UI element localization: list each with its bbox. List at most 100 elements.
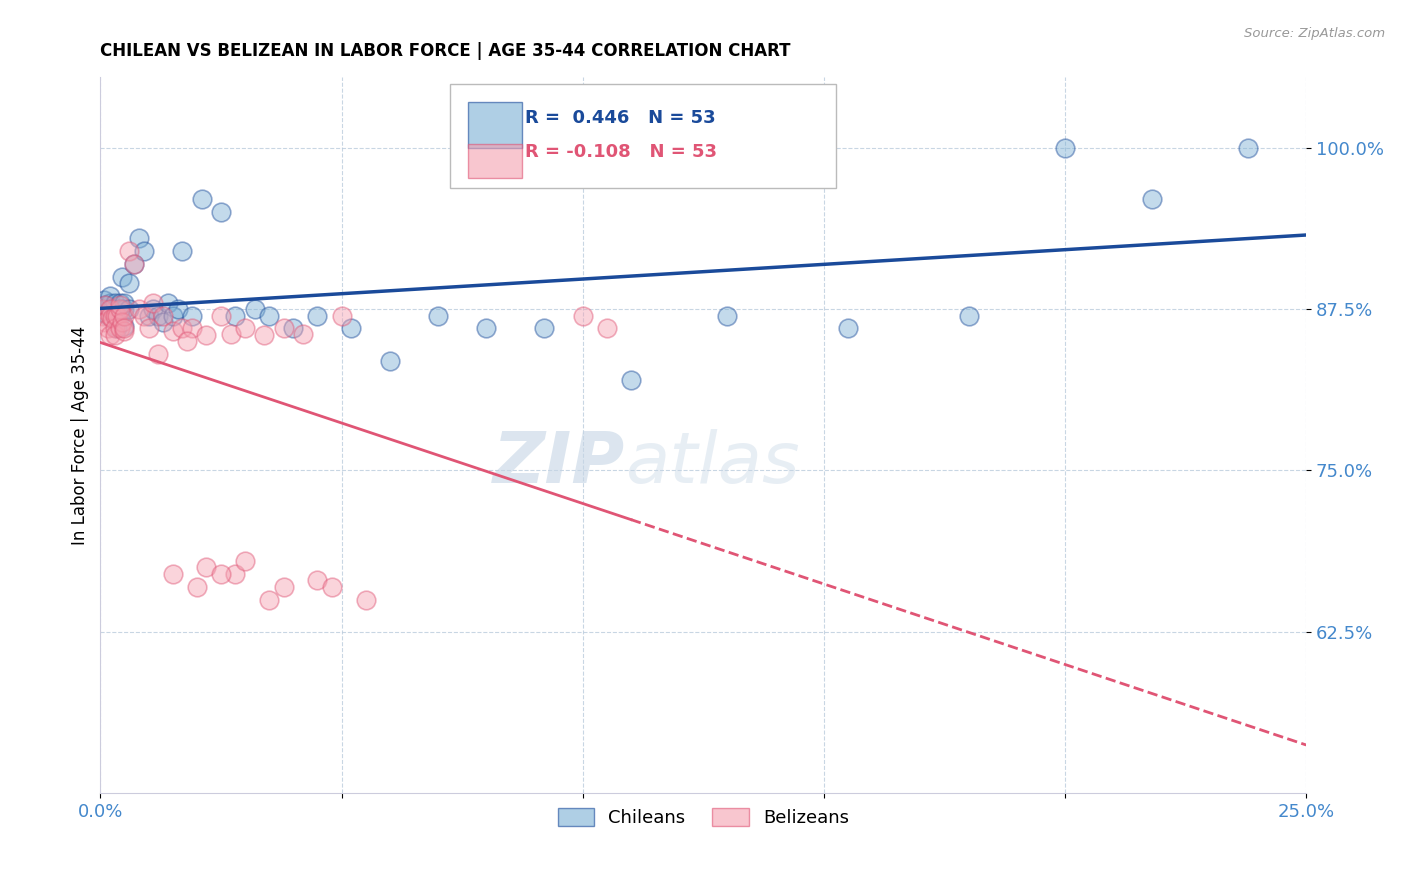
Point — [195, 327, 218, 342]
Point — [94, 298, 117, 312]
Point — [172, 321, 194, 335]
Point — [162, 324, 184, 338]
Text: Source: ZipAtlas.com: Source: ZipAtlas.com — [1244, 27, 1385, 40]
Point — [104, 327, 127, 342]
Point — [533, 321, 555, 335]
Point — [209, 566, 232, 581]
Point — [354, 592, 377, 607]
Point — [957, 309, 980, 323]
Point — [307, 309, 329, 323]
Point — [101, 311, 124, 326]
Point — [716, 309, 738, 323]
Point — [98, 327, 121, 342]
Point — [224, 566, 246, 581]
Point — [307, 574, 329, 588]
Point — [166, 301, 188, 316]
Y-axis label: In Labor Force | Age 35-44: In Labor Force | Age 35-44 — [72, 326, 89, 544]
Point — [273, 321, 295, 335]
Point — [118, 244, 141, 258]
Point — [98, 301, 121, 316]
Point — [233, 321, 256, 335]
Point — [108, 295, 131, 310]
Point — [152, 309, 174, 323]
Point — [114, 318, 136, 333]
Point — [97, 309, 120, 323]
Point — [596, 321, 619, 335]
Point — [162, 566, 184, 581]
Text: R = -0.108   N = 53: R = -0.108 N = 53 — [524, 143, 717, 161]
Point — [209, 309, 232, 323]
Point — [176, 334, 198, 349]
Point — [142, 301, 165, 316]
Point — [148, 309, 170, 323]
Point — [94, 315, 117, 329]
Point — [257, 592, 280, 607]
Point — [837, 321, 859, 335]
Point — [118, 277, 141, 291]
Point — [257, 309, 280, 323]
Point — [321, 580, 343, 594]
Point — [91, 309, 114, 323]
Point — [122, 257, 145, 271]
Point — [108, 301, 131, 316]
Point — [108, 298, 131, 312]
Point — [97, 321, 120, 335]
Point — [475, 321, 498, 335]
Point — [104, 309, 127, 323]
Point — [128, 301, 150, 316]
Text: ZIP: ZIP — [492, 429, 624, 498]
Point — [243, 301, 266, 316]
Point — [1140, 192, 1163, 206]
Text: CHILEAN VS BELIZEAN IN LABOR FORCE | AGE 35-44 CORRELATION CHART: CHILEAN VS BELIZEAN IN LABOR FORCE | AGE… — [100, 42, 790, 60]
FancyBboxPatch shape — [468, 144, 523, 178]
Point — [148, 347, 170, 361]
Point — [132, 244, 155, 258]
Point — [233, 554, 256, 568]
Text: atlas: atlas — [624, 429, 800, 498]
Point — [108, 321, 131, 335]
FancyBboxPatch shape — [468, 102, 523, 148]
Point — [94, 306, 117, 320]
Point — [104, 301, 127, 316]
Point — [98, 301, 121, 316]
Point — [427, 309, 450, 323]
Point — [122, 257, 145, 271]
Point — [224, 309, 246, 323]
Point — [114, 301, 136, 316]
Point — [114, 324, 136, 338]
Point — [186, 580, 208, 594]
Point — [104, 309, 127, 323]
Point — [128, 231, 150, 245]
Point — [105, 321, 128, 335]
Point — [253, 327, 276, 342]
Point — [105, 309, 128, 323]
Point — [571, 309, 593, 323]
Point — [162, 309, 184, 323]
FancyBboxPatch shape — [450, 84, 837, 187]
Point — [181, 321, 204, 335]
Point — [91, 301, 114, 316]
Point — [104, 295, 127, 310]
Point — [291, 326, 314, 341]
Point — [98, 309, 121, 323]
Point — [108, 309, 131, 323]
Point — [340, 321, 363, 335]
Point — [142, 295, 165, 310]
Point — [94, 298, 117, 312]
Point — [620, 373, 643, 387]
Point — [190, 192, 212, 206]
Point — [114, 295, 136, 310]
Point — [118, 301, 141, 316]
Point — [111, 269, 134, 284]
Point — [93, 293, 115, 307]
Point — [101, 301, 124, 316]
Point — [330, 309, 353, 323]
Point — [219, 326, 242, 341]
Point — [91, 301, 114, 316]
Point — [132, 309, 155, 323]
Text: R =  0.446   N = 53: R = 0.446 N = 53 — [524, 109, 716, 127]
Point — [181, 309, 204, 323]
Legend: Chileans, Belizeans: Chileans, Belizeans — [550, 801, 856, 835]
Point — [138, 309, 160, 323]
Point — [273, 580, 295, 594]
